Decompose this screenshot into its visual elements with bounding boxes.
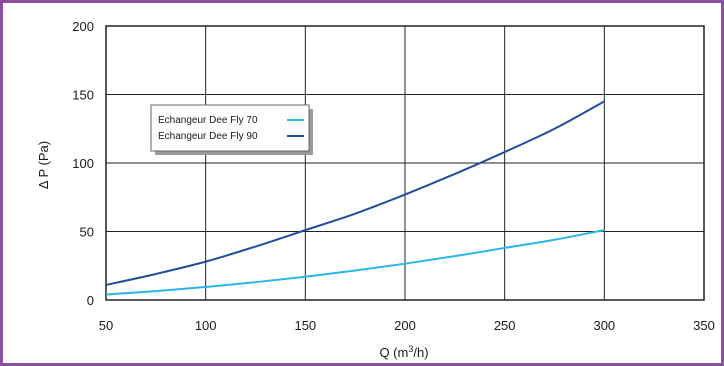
series-line-2 <box>105 100 605 286</box>
y-tick-label: 100 <box>72 156 94 171</box>
y-tick-label: 0 <box>87 293 94 308</box>
series-line-1 <box>105 229 605 296</box>
x-tick-label: 150 <box>294 318 316 333</box>
legend-box <box>150 104 310 152</box>
y-tick-label: 150 <box>72 88 94 103</box>
x-tick-label: 350 <box>693 318 715 333</box>
x-tick-label: 300 <box>593 318 615 333</box>
x-axis-title: Q (m3/h) <box>379 344 428 360</box>
x-tick-label: 100 <box>195 318 217 333</box>
y-tick-label: 50 <box>80 225 94 240</box>
y-axis-title: Δ P (Pa) <box>36 141 51 189</box>
legend-label-series-1: Echangeur Dee Fly 70 <box>158 115 258 126</box>
x-tick-label: 50 <box>99 318 113 333</box>
x-tick-label: 250 <box>494 318 516 333</box>
legend-label-series-2: Echangeur Dee Fly 90 <box>158 131 258 142</box>
y-tick-label: 200 <box>72 19 94 34</box>
legend: Echangeur Dee Fly 70 Echangeur Dee Fly 9… <box>150 104 313 155</box>
tick-labels: 50 100 150 200 250 300 350 0 50 100 150 200 <box>72 19 715 333</box>
series-layer <box>105 100 605 296</box>
plot-area-border <box>105 25 705 301</box>
grid <box>105 25 705 301</box>
x-tick-label: 200 <box>394 318 416 333</box>
